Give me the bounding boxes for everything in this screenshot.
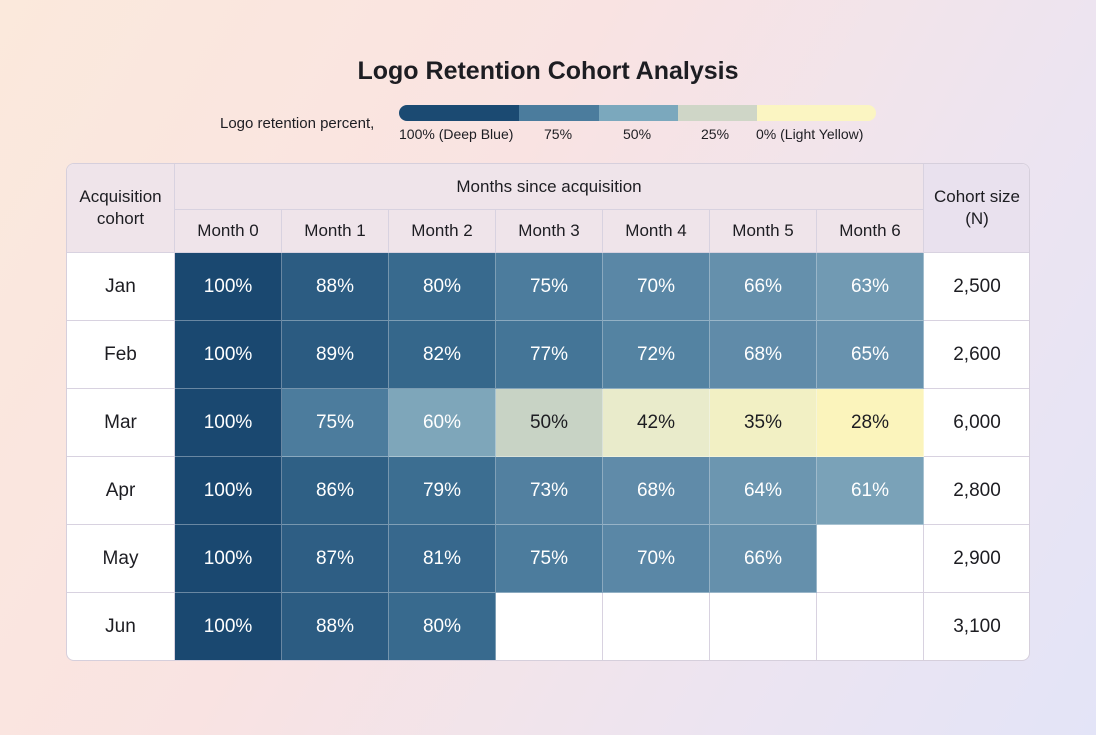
row-header: Acquisition cohort: [67, 164, 175, 253]
heatmap-cell: 82%: [389, 321, 496, 389]
column-header: Month 1: [282, 210, 389, 253]
heatmap-cell: 100%: [175, 525, 282, 593]
heatmap-cell: 88%: [282, 253, 389, 321]
legend-swatch: [757, 105, 876, 121]
heatmap-cell: 68%: [710, 321, 817, 389]
heatmap-cell: [817, 593, 924, 660]
column-header: Month 0: [175, 210, 282, 253]
heatmap-cell: 80%: [389, 253, 496, 321]
legend-tick-label: 50%: [623, 126, 652, 142]
heatmap-cell: 80%: [389, 593, 496, 660]
cohort-size: 2,800: [924, 457, 1029, 525]
heatmap-cell: 86%: [282, 457, 389, 525]
chart-title: Logo Retention Cohort Analysis: [357, 57, 739, 85]
heatmap-cell: 87%: [282, 525, 389, 593]
heatmap-cell: 66%: [710, 525, 817, 593]
heatmap-cell: [603, 593, 710, 660]
column-header: Month 3: [496, 210, 603, 253]
heatmap-cell: 79%: [389, 457, 496, 525]
legend-tick-label: 75%: [544, 126, 573, 142]
heatmap-cell: 75%: [282, 389, 389, 457]
cohort-size: 3,100: [924, 593, 1029, 660]
legend-color-bar: [399, 105, 876, 121]
heatmap-cell: 88%: [282, 593, 389, 660]
cohort-label: Jan: [67, 253, 175, 321]
legend-tick-label: 100% (Deep Blue): [399, 126, 514, 142]
column-header: Month 5: [710, 210, 817, 253]
legend-swatch: [399, 105, 519, 121]
cohort-label: Apr: [67, 457, 175, 525]
cohort-size: 6,000: [924, 389, 1029, 457]
heatmap-cell: 100%: [175, 457, 282, 525]
heatmap-cell: 77%: [496, 321, 603, 389]
cohort-size: 2,900: [924, 525, 1029, 593]
cohort-table: Acquisition cohort Months since acquisiti…: [66, 163, 1030, 661]
cohort-label: Mar: [67, 389, 175, 457]
cohort-size: 2,500: [924, 253, 1029, 321]
heatmap-cell: 42%: [603, 389, 710, 457]
column-header: Month 6: [817, 210, 924, 253]
cohort-label: Feb: [67, 321, 175, 389]
heatmap-cell: 100%: [175, 253, 282, 321]
heatmap-cell: 50%: [496, 389, 603, 457]
legend-tick-label: 0% (Light Yellow): [756, 126, 864, 142]
legend-swatch: [519, 105, 599, 121]
heatmap-cell: 60%: [389, 389, 496, 457]
heatmap-cell: [710, 593, 817, 660]
heatmap-cell: 64%: [710, 457, 817, 525]
cohort-label: Jun: [67, 593, 175, 660]
heatmap-cell: 28%: [817, 389, 924, 457]
legend-swatch: [678, 105, 757, 121]
heatmap-cell: 72%: [603, 321, 710, 389]
heatmap-cell: 73%: [496, 457, 603, 525]
legend-tick-label: 25%: [701, 126, 730, 142]
heatmap-cell: 68%: [603, 457, 710, 525]
legend-swatch: [599, 105, 678, 121]
size-header: Cohort size (N): [924, 164, 1029, 253]
heatmap-cell: 35%: [710, 389, 817, 457]
cohort-label: May: [67, 525, 175, 593]
heatmap-cell: 70%: [603, 525, 710, 593]
column-group-header: Months since acquisition: [175, 164, 924, 210]
heatmap-cell: 70%: [603, 253, 710, 321]
column-header: Month 2: [389, 210, 496, 253]
heatmap-cell: [817, 525, 924, 593]
heatmap-cell: 63%: [817, 253, 924, 321]
heatmap-cell: 100%: [175, 389, 282, 457]
heatmap-cell: 61%: [817, 457, 924, 525]
heatmap-cell: 89%: [282, 321, 389, 389]
heatmap-cell: 100%: [175, 321, 282, 389]
heatmap-cell: 81%: [389, 525, 496, 593]
heatmap-cell: [496, 593, 603, 660]
heatmap-cell: 65%: [817, 321, 924, 389]
column-header: Month 4: [603, 210, 710, 253]
heatmap-cell: 75%: [496, 525, 603, 593]
legend-label: Logo retention percent,: [220, 115, 375, 132]
heatmap-cell: 66%: [710, 253, 817, 321]
cohort-size: 2,600: [924, 321, 1029, 389]
heatmap-cell: 75%: [496, 253, 603, 321]
heatmap-cell: 100%: [175, 593, 282, 660]
